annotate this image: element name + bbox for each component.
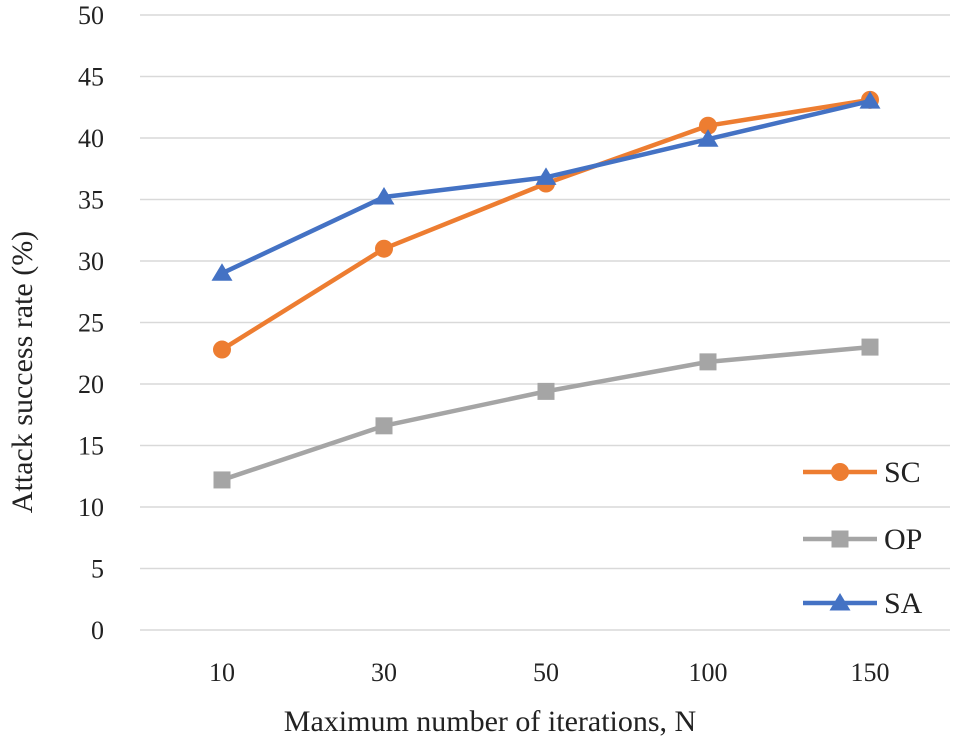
series-op bbox=[213, 338, 879, 489]
y-axis-title: Attack success rate (%) bbox=[6, 231, 39, 513]
data-point-sc-100 bbox=[699, 116, 717, 135]
data-point-sa-30 bbox=[373, 187, 395, 205]
y-tick-label-30: 30 bbox=[78, 247, 104, 276]
series-sc bbox=[213, 90, 879, 359]
data-point-op-150 bbox=[861, 338, 879, 356]
y-tick-label-50: 50 bbox=[78, 1, 104, 30]
series-layer bbox=[211, 90, 881, 489]
y-tick-label-35: 35 bbox=[78, 186, 104, 215]
x-tick-label-150: 150 bbox=[851, 658, 890, 687]
legend-item-op: OP bbox=[803, 523, 922, 556]
data-point-sa-100 bbox=[697, 129, 719, 147]
x-tick-label-50: 50 bbox=[533, 658, 559, 687]
x-tick-label-10: 10 bbox=[209, 658, 235, 687]
legend-item-sa: SA bbox=[803, 587, 923, 620]
legend: SC OP SA bbox=[803, 456, 923, 620]
y-tick-label-25: 25 bbox=[78, 309, 104, 338]
data-point-sa-150 bbox=[859, 91, 881, 109]
x-axis-tick-labels: 10 30 50 100 150 bbox=[209, 658, 890, 687]
data-point-op-100 bbox=[699, 353, 717, 371]
data-point-op-10 bbox=[213, 471, 231, 489]
legend-label-sc: SC bbox=[884, 456, 921, 489]
series-sa bbox=[211, 91, 881, 281]
y-tick-label-15: 15 bbox=[78, 432, 104, 461]
data-point-sa-50 bbox=[535, 167, 557, 185]
data-point-sc-10 bbox=[213, 340, 231, 359]
data-point-op-30 bbox=[375, 417, 393, 435]
data-point-sa-10 bbox=[211, 263, 233, 281]
data-point-sc-30 bbox=[375, 239, 393, 258]
data-point-op-50 bbox=[537, 382, 555, 400]
y-tick-label-0: 0 bbox=[91, 616, 104, 645]
series-line-op bbox=[219, 344, 873, 483]
legend-label-op: OP bbox=[884, 523, 922, 556]
x-axis-title: Maximum number of iterations, N bbox=[284, 705, 696, 738]
y-tick-label-20: 20 bbox=[78, 370, 104, 399]
y-tick-label-40: 40 bbox=[78, 124, 104, 153]
y-tick-label-45: 45 bbox=[78, 63, 104, 92]
y-tick-label-10: 10 bbox=[78, 493, 104, 522]
legend-item-sc: SC bbox=[803, 456, 921, 489]
legend-marker-sa bbox=[829, 593, 851, 611]
legend-label-sa: SA bbox=[884, 587, 923, 620]
legend-marker-sc bbox=[831, 463, 849, 481]
y-axis-tick-labels: 0 5 10 15 20 25 30 35 40 45 50 bbox=[78, 1, 104, 645]
legend-marker-op bbox=[831, 530, 849, 548]
y-tick-label-5: 5 bbox=[91, 555, 104, 584]
x-tick-label-30: 30 bbox=[371, 658, 397, 687]
x-tick-label-100: 100 bbox=[689, 658, 728, 687]
